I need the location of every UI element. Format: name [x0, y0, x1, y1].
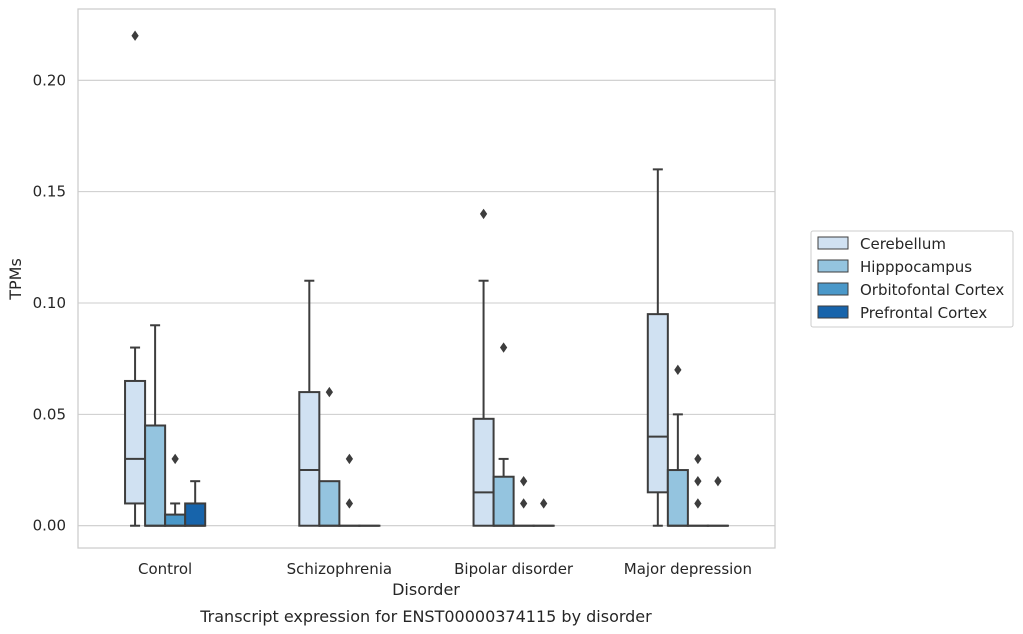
- box-body: [666, 469, 689, 527]
- legend-swatch: [817, 282, 849, 296]
- chart-title: Transcript expression for ENST0000037411…: [199, 607, 652, 626]
- box-body: [646, 313, 669, 494]
- y-tick-label: 0.15: [33, 183, 66, 201]
- box-body: [124, 379, 147, 505]
- outlier-point: [325, 386, 333, 398]
- box-hipppocampus: [492, 342, 515, 527]
- outlier-point: [694, 498, 702, 509]
- box-body: [298, 391, 321, 527]
- legend: Cerebellum Hipppocampus Orbitofontal Corte…: [810, 230, 1014, 328]
- outlier-point: [499, 342, 508, 353]
- box-hipppocampus: [318, 386, 341, 527]
- box-orbitofontal-cortex: [686, 453, 709, 527]
- box-prefrontal-cortex: [706, 475, 729, 527]
- y-tick-label: 0.05: [33, 405, 66, 423]
- box-body: [472, 417, 495, 527]
- legend-items: Cerebellum Hipppocampus Orbitofontal Corte…: [817, 235, 1004, 322]
- x-tick-label: Bipolar disorder: [454, 560, 574, 578]
- y-axis-title: TPMs: [6, 258, 25, 301]
- outlier-point: [520, 475, 528, 487]
- outlier-point: [520, 498, 528, 509]
- outlier-point: [171, 453, 179, 465]
- plot-frame: [77, 8, 776, 549]
- x-axis-title: Disorder: [392, 580, 460, 599]
- outlier-point: [694, 475, 702, 487]
- y-tick-label: 0.20: [33, 71, 66, 89]
- box-orbitofontal-cortex: [164, 453, 187, 527]
- plot-area: [78, 9, 775, 548]
- box-hipppocampus: [144, 324, 167, 527]
- legend-swatch: [817, 259, 849, 273]
- outlier-point: [345, 453, 354, 465]
- box-prefrontal-cortex: [184, 480, 207, 527]
- outlier-point: [131, 30, 139, 41]
- x-tick-label: Control: [138, 560, 192, 578]
- outlier-point: [694, 453, 702, 465]
- boxes-layer: [124, 30, 729, 527]
- box-body: [164, 513, 187, 527]
- outlier-point: [540, 498, 548, 509]
- outlier-point: [345, 498, 354, 509]
- outlier-point: [674, 364, 682, 376]
- legend-label: Hipppocampus: [860, 258, 972, 276]
- y-tick-label: 0.00: [33, 517, 66, 535]
- x-tick-labels: Control Schizophrenia Bipolar disorder Majo…: [138, 560, 752, 578]
- box-body: [144, 424, 167, 527]
- legend-frame: [810, 230, 1014, 328]
- box-hipppocampus: [666, 364, 689, 527]
- legend-swatch: [817, 236, 849, 250]
- legend-swatch: [817, 305, 849, 319]
- legend-label: Prefrontal Cortex: [860, 304, 987, 322]
- outlier-point: [714, 475, 722, 487]
- outlier-point: [479, 208, 488, 220]
- x-tick-label: Schizophrenia: [287, 560, 392, 578]
- box-body: [184, 502, 207, 527]
- x-tick-label: Major depression: [624, 560, 752, 578]
- box-body: [492, 475, 515, 527]
- box-cerebellum: [646, 168, 669, 527]
- legend-label: Orbitofontal Cortex: [860, 281, 1004, 299]
- box-cerebellum: [298, 279, 321, 527]
- box-body: [318, 480, 341, 527]
- y-tick-labels: 0.00 0.05 0.10 0.15 0.20: [33, 71, 66, 534]
- y-tick-label: 0.10: [33, 294, 66, 312]
- box-prefrontal-cortex: [532, 498, 555, 527]
- legend-label: Cerebellum: [860, 235, 946, 253]
- box-cerebellum: [472, 208, 495, 527]
